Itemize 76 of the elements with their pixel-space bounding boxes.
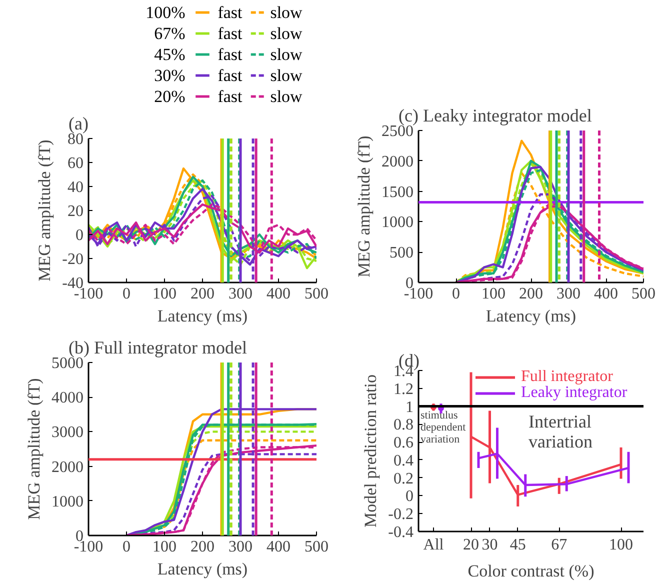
text: 67% [154,24,186,43]
x-tick-label: 20 [463,536,479,554]
y-tick-label: 0.8 [394,416,414,434]
y-tick-label: 1000 [382,214,414,232]
chart-title: (c) Leaky integrator model [398,106,592,126]
y-tick-label: -20 [62,251,84,268]
x-tick-label: 100 [482,286,506,302]
x-tick-label: 67 [551,536,568,554]
legend-label: Leaky integrator [521,384,628,402]
x-tick-label: 0 [122,286,130,302]
x-axis-title: Latency (ms) [157,306,248,326]
legend-label: fast [218,24,243,43]
x-tick-label: 0 [452,286,460,302]
x-tick-label: 300 [556,286,580,302]
x-axis-title: Latency (ms) [486,306,576,326]
x-axis-title: Color contrast (%) [468,562,594,580]
legend-label: slow [270,24,304,43]
y-tick-label: 60 [68,155,84,172]
text: 100% [146,3,186,22]
x-tick-label: 30 [482,536,498,554]
x-tick-label: 400 [594,286,618,302]
y-tick-label: 1000 [52,493,84,510]
y-axis-title: Model prediction ratio [361,374,380,528]
y-tick-label: 1 [406,398,414,416]
chart-title: (a) [68,114,88,134]
x-axis-title: Latency (ms) [157,560,248,578]
annotation: stimulus dependent variation [420,410,466,446]
y-axis-title: MEG amplitude (fT) [35,140,54,282]
y-tick-label: 500 [390,244,414,262]
x-tick-label: 300 [228,286,252,302]
text: 20% [154,87,186,106]
x-tick-label: 45 [510,536,526,554]
x-tick-label: 400 [266,538,290,556]
x-tick-label: 100 [609,536,633,554]
legend-label: fast [218,45,243,64]
y-tick-label: 0 [406,488,414,506]
x-tick-label: 100 [152,538,176,556]
legend-label: fast [218,3,243,22]
y-tick-label: 1500 [382,184,414,201]
y-tick-label: 20 [68,203,84,220]
y-axis-title: MEG amplitude (fT) [354,136,374,278]
y-tick-label: 0.2 [394,470,414,488]
y-axis-title: MEG amplitude (fT) [24,378,44,520]
y-tick-label: 1.2 [394,380,414,398]
legend-label: fast [218,87,243,106]
legend-label: slow [270,3,304,22]
annotation: Intertrial variation [528,412,592,452]
legend-label: fast [218,66,243,85]
x-tick-label: 200 [190,286,214,302]
y-tick-label: 2000 [382,153,414,170]
legend-label: slow [270,87,304,106]
x-tick-label: 500 [304,286,328,302]
x-tick-label: All [423,536,444,554]
chart-title: (b) Full integrator model [68,338,247,358]
legend-label: slow [270,45,304,64]
y-tick-label: 3000 [52,424,84,442]
y-tick-label: -0.4 [388,524,414,541]
legend-label: Full integrator [521,369,613,386]
y-tick-label: 0.6 [394,434,414,452]
x-tick-label: 200 [519,286,543,302]
x-tick-label: 200 [190,538,214,556]
y-tick-label: 2000 [52,458,84,476]
y-tick-label: 0 [76,227,84,244]
text: 45% [154,45,186,64]
legend-label: slow [270,66,304,85]
x-tick-label: 300 [228,538,252,556]
x-tick-label: 0 [122,538,130,556]
x-tick-label: 400 [266,286,290,302]
text: 30% [154,66,186,85]
x-tick-label: 500 [632,286,656,302]
y-tick-label: -0.2 [388,506,414,524]
y-tick-label: 4000 [52,390,84,407]
x-tick-label: 500 [304,538,328,556]
y-tick-label: 0.4 [394,452,414,470]
x-tick-label: 100 [152,286,176,302]
y-tick-label: 40 [68,179,84,196]
